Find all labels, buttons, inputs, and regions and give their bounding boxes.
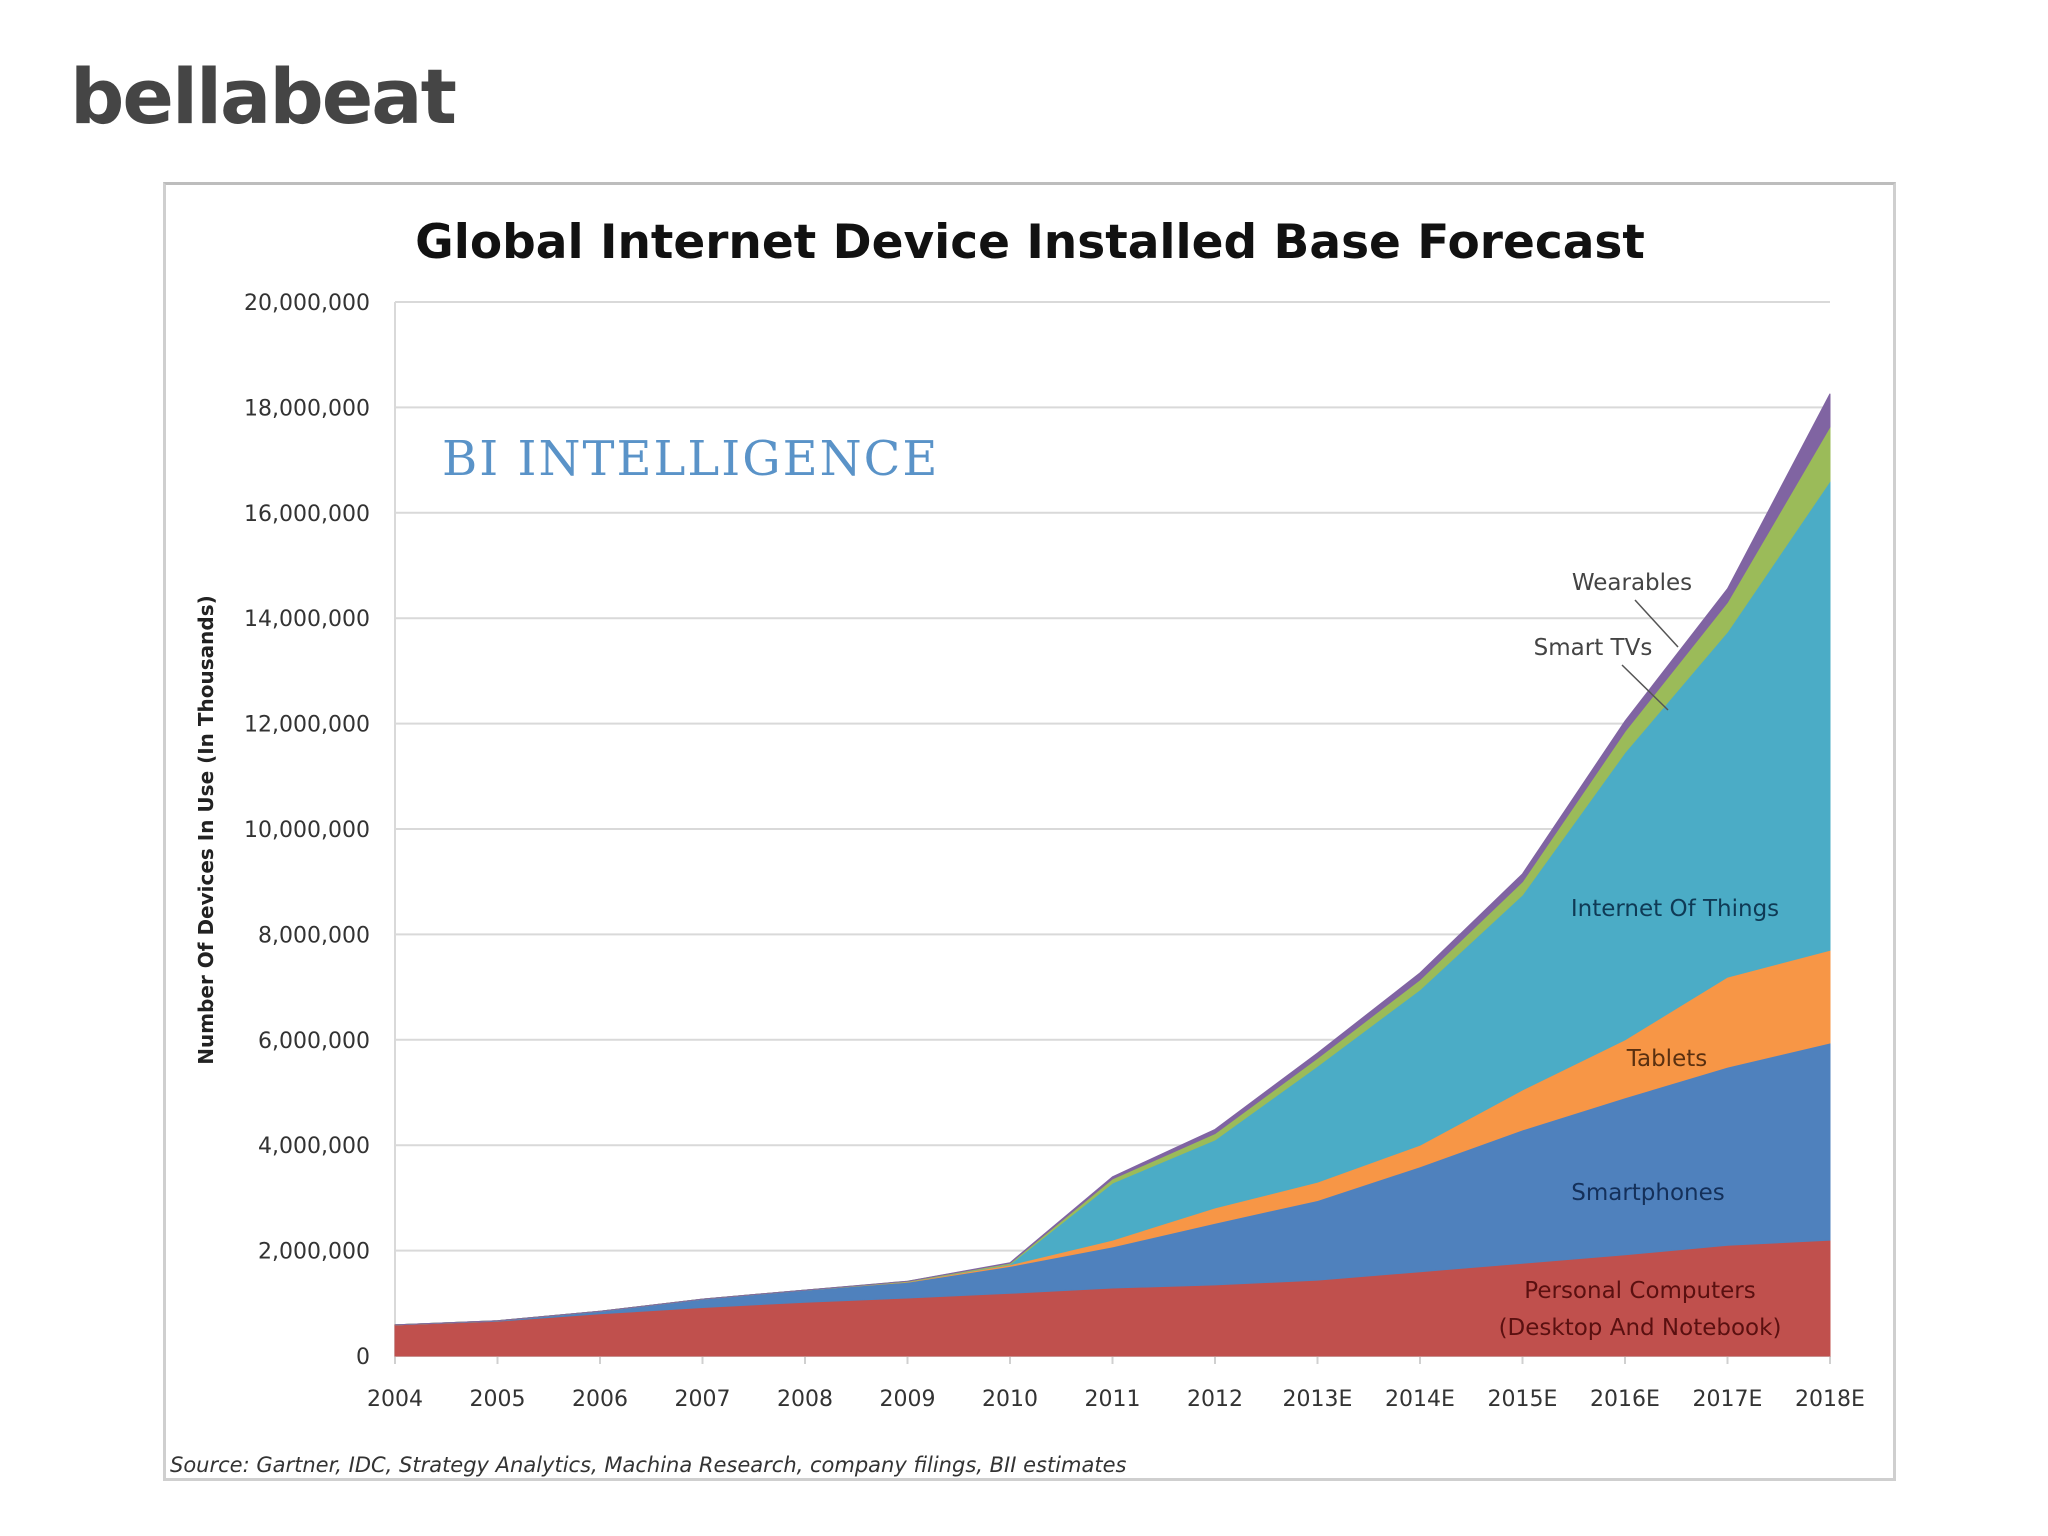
x-tick-label: 2008 <box>777 1387 833 1412</box>
label-internet-of-things: Internet Of Things <box>1571 896 1779 922</box>
area-wearables <box>394 393 1831 1326</box>
x-tick-label: 2015E <box>1488 1387 1558 1412</box>
bi-intelligence-watermark: BI INTELLIGENCE <box>442 431 939 487</box>
label-smart-tvs: Smart TVs <box>1534 635 1653 661</box>
y-tick-label: 2,000,000 <box>258 1240 370 1265</box>
x-tick-label: 2004 <box>367 1387 423 1412</box>
x-tick-label: 2009 <box>880 1387 936 1412</box>
y-tick-label: 14,000,000 <box>244 607 370 632</box>
y-tick-label: 10,000,000 <box>244 818 370 843</box>
smart-tvs-leader-line <box>1621 664 1669 711</box>
x-tick-label: 2007 <box>675 1387 731 1412</box>
x-tick-label: 2011 <box>1085 1387 1141 1412</box>
x-tick-label: 2014E <box>1385 1387 1455 1412</box>
chart-title: Global Internet Device Installed Base Fo… <box>415 215 1645 270</box>
label-wearables: Wearables <box>1572 570 1692 596</box>
x-tick-labels: 2004 2005 2006 2007 2008 2009 2010 2011 2012 2013… <box>367 1387 1865 1412</box>
x-tick-label: 2016E <box>1590 1387 1660 1412</box>
x-tick-label: 2013E <box>1283 1387 1353 1412</box>
label-smartphones: Smartphones <box>1571 1180 1725 1206</box>
label-personal-computers-line1: Personal Computers <box>1524 1278 1755 1304</box>
y-tick-label: 6,000,000 <box>258 1029 370 1054</box>
y-tick-labels: 0 2,000,000 4,000,000 6,000,000 8,000,000 10,… <box>244 291 370 1370</box>
x-tick-label: 2018E <box>1795 1387 1865 1412</box>
x-tick-label: 2010 <box>982 1387 1038 1412</box>
y-tick-label: 8,000,000 <box>258 923 370 948</box>
y-tick-label: 18,000,000 <box>244 396 370 421</box>
y-axis-label: Number Of Devices In Use (In Thousands) <box>194 595 218 1065</box>
label-personal-computers-line2: (Desktop And Notebook) <box>1499 1315 1782 1341</box>
series-areas <box>394 393 1831 1357</box>
x-tick-label: 2017E <box>1693 1387 1763 1412</box>
bellabeat-logo: bellabeat <box>70 52 457 141</box>
y-tick-label: 12,000,000 <box>244 713 370 738</box>
y-tick-label: 0 <box>356 1345 370 1370</box>
label-tablets: Tablets <box>1626 1046 1707 1072</box>
source-note: Source: Gartner, IDC, Strategy Analytics… <box>170 1453 1126 1477</box>
x-tick-label: 2012 <box>1187 1387 1243 1412</box>
x-tick-label: 2006 <box>572 1387 628 1412</box>
y-tick-label: 20,000,000 <box>244 291 370 316</box>
x-tick-label: 2005 <box>470 1387 526 1412</box>
wearables-leader-line <box>1634 599 1679 648</box>
y-tick-label: 16,000,000 <box>244 502 370 527</box>
y-tick-label: 4,000,000 <box>258 1134 370 1159</box>
